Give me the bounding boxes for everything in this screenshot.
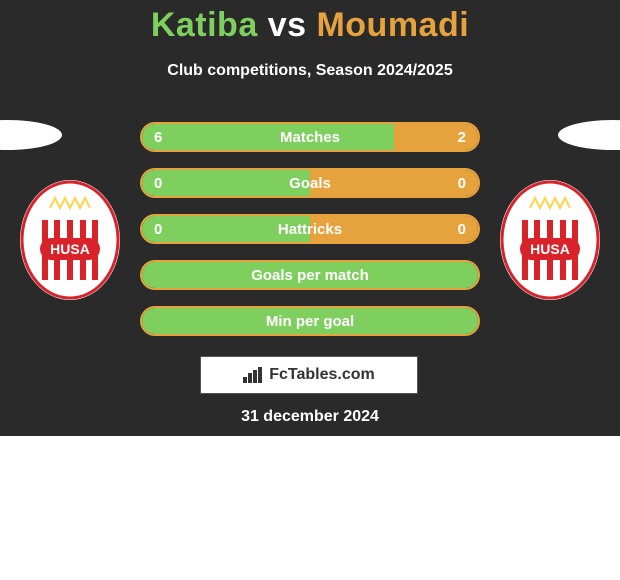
stat-value-left: 0 bbox=[154, 170, 162, 196]
brand-text: FcTables.com bbox=[269, 366, 375, 384]
stat-label: Goals per match bbox=[142, 262, 478, 288]
page-title: Katiba vs Moumadi bbox=[0, 6, 620, 45]
player2-name: Moumadi bbox=[316, 6, 469, 44]
brand-link[interactable]: FcTables.com bbox=[200, 356, 418, 394]
vs-text: vs bbox=[268, 6, 307, 44]
husa-badge-icon: HUSA bbox=[20, 180, 120, 300]
club-crest-right: HUSA bbox=[500, 180, 600, 300]
decor-oval-right bbox=[558, 120, 620, 150]
club-crest-left: HUSA bbox=[20, 180, 120, 300]
stat-label: Matches bbox=[142, 124, 478, 150]
stat-value-left: 0 bbox=[154, 216, 162, 242]
decor-oval-left bbox=[0, 120, 62, 150]
stat-value-left: 6 bbox=[154, 124, 162, 150]
stats-container: Matches62Goals00Hattricks00Goals per mat… bbox=[140, 122, 480, 352]
stats-panel: Katiba vs Moumadi Club competitions, Sea… bbox=[0, 0, 620, 436]
stat-label: Hattricks bbox=[142, 216, 478, 242]
stat-value-right: 2 bbox=[458, 124, 466, 150]
stat-row: Hattricks0 0 bbox=[140, 214, 480, 244]
subtitle: Club competitions, Season 2024/2025 bbox=[0, 62, 620, 80]
stat-label: Goals bbox=[142, 170, 478, 196]
stat-row: Goals per match bbox=[140, 260, 480, 290]
stat-row: Matches6 2 bbox=[140, 122, 480, 152]
stat-row: Min per goal bbox=[140, 306, 480, 336]
date-text: 31 december 2024 bbox=[0, 408, 620, 426]
stat-value-right: 0 bbox=[458, 170, 466, 196]
svg-text:HUSA: HUSA bbox=[50, 241, 90, 257]
stat-row: Goals0 0 bbox=[140, 168, 480, 198]
player1-name: Katiba bbox=[151, 6, 258, 44]
svg-text:HUSA: HUSA bbox=[530, 241, 570, 257]
husa-badge-icon: HUSA bbox=[500, 180, 600, 300]
stat-label: Min per goal bbox=[142, 308, 478, 334]
bar-chart-icon bbox=[243, 367, 263, 383]
stat-value-right: 0 bbox=[458, 216, 466, 242]
